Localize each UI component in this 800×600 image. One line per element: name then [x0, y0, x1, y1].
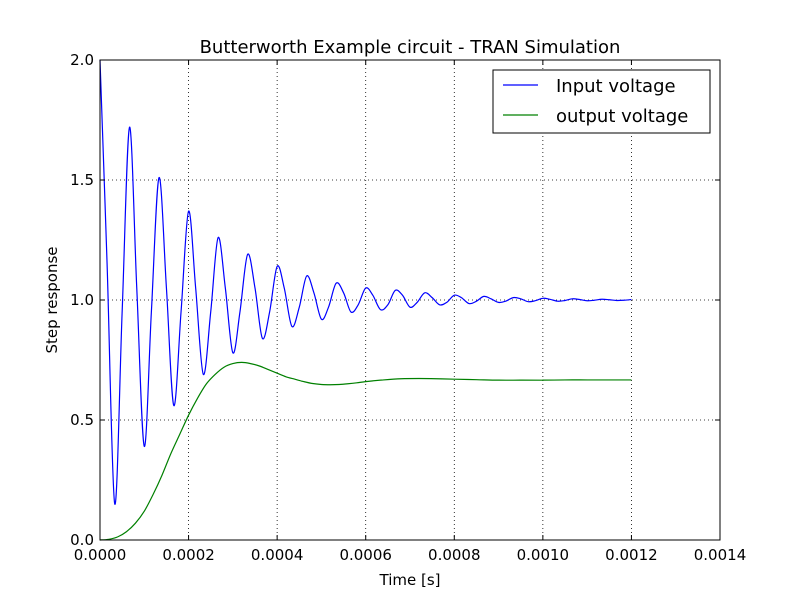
x-tick-label: 0.0002 — [162, 546, 215, 564]
x-tick-label: 0.0012 — [605, 546, 658, 564]
x-tick-label: 0.0014 — [694, 546, 747, 564]
series-layer — [99, 59, 632, 541]
series-line-output-voltage — [99, 361, 632, 541]
legend: Input voltage output voltage — [492, 69, 711, 134]
y-axis-label: Step response — [43, 246, 61, 353]
x-axis-label: Time [s] — [379, 571, 441, 589]
chart-title: Butterworth Example circuit - TRAN Simul… — [200, 37, 621, 58]
axis-ticks — [99, 59, 721, 541]
y-tick-label: 1.0 — [70, 291, 94, 309]
series-line-input-voltage — [99, 59, 632, 505]
legend-label-output-voltage: output voltage — [556, 106, 688, 127]
legend-box — [492, 69, 711, 134]
x-tick-label: 0.0000 — [74, 546, 127, 564]
x-tick-label: 0.0010 — [517, 546, 570, 564]
legend-label-input-voltage: Input voltage — [556, 76, 676, 97]
y-tick-label: 0.0 — [70, 531, 94, 549]
y-tick-label: 1.5 — [70, 171, 94, 189]
x-tick-labels: 0.0000 0.0002 0.0004 0.0006 0.0008 0.0010 0.00… — [74, 546, 747, 564]
y-tick-label: 2.0 — [70, 51, 94, 69]
x-tick-label: 0.0004 — [251, 546, 304, 564]
x-tick-label: 0.0006 — [339, 546, 392, 564]
y-tick-labels: 0.0 0.5 1.0 1.5 2.0 — [70, 51, 94, 549]
x-tick-label: 0.0008 — [428, 546, 481, 564]
y-tick-label: 0.5 — [70, 411, 94, 429]
